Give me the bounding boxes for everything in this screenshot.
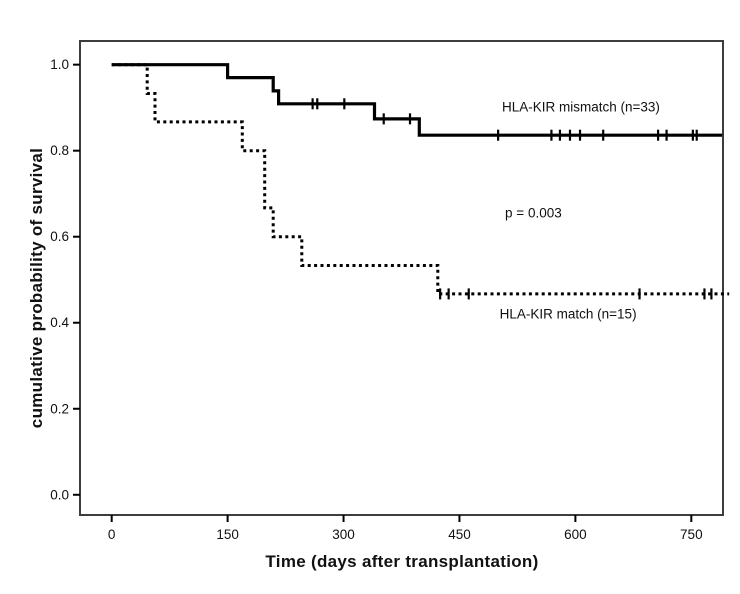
y-axis-tick-label: 0.6	[50, 229, 69, 244]
annotation-label-pvalue: p = 0.003	[505, 206, 562, 221]
x-axis-tick-label: 300	[332, 527, 355, 542]
y-axis-tick-label: 0.0	[50, 487, 69, 502]
annotation-label-match: HLA-KIR match (n=15)	[500, 307, 637, 322]
axis-ticks-layer: 0 150 300 450 600 750 0.0 0.2 0.4 0.6 0.8 1.0	[50, 57, 702, 542]
annotation-label-mismatch: HLA-KIR mismatch (n=33)	[502, 100, 660, 115]
series-layer	[111, 63, 730, 296]
survival-curve-mismatch	[111, 63, 723, 137]
y-axis-tick-label: 0.2	[50, 401, 69, 416]
y-axis-title: cumulative probability of survival	[27, 148, 46, 428]
y-axis-tick-label: 1.0	[50, 57, 69, 72]
x-axis-tick-label: 450	[448, 527, 471, 542]
x-axis-tick-label: 600	[564, 527, 587, 542]
censor-marks-layer	[311, 98, 713, 300]
y-axis-tick-label: 0.4	[50, 315, 69, 330]
x-axis-tick-label: 750	[680, 527, 703, 542]
annotations-layer: HLA-KIR mismatch (n=33) p = 0.003 HLA-KIR …	[500, 100, 660, 322]
x-axis-tick-label: 0	[108, 527, 116, 542]
x-axis-title: Time (days after transplantation)	[265, 552, 538, 571]
plot-frame	[79, 40, 724, 516]
x-axis-tick-label: 150	[216, 527, 239, 542]
y-axis-tick-label: 0.8	[50, 143, 69, 158]
